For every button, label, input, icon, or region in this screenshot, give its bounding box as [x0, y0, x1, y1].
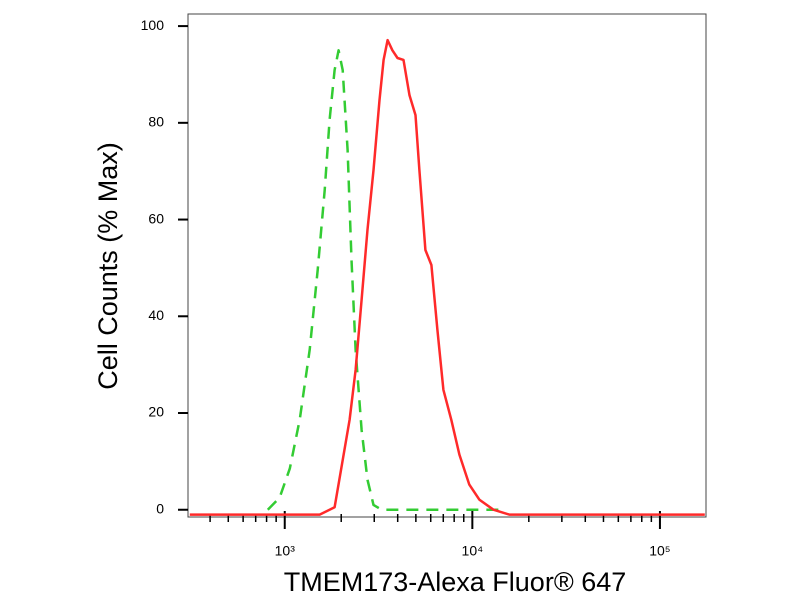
histogram-line [189, 38, 705, 516]
x-tick-label: 10⁴ [462, 543, 484, 559]
x-tick-label: 10³ [275, 543, 296, 559]
histogram-line [266, 49, 500, 511]
x-axis-label: TMEM173-Alexa Fluor® 647 [284, 567, 627, 597]
y-tick-label: 40 [148, 307, 164, 323]
y-tick-label: 60 [148, 210, 164, 226]
y-tick-label: 20 [148, 404, 164, 420]
y-tick-label: 0 [156, 500, 164, 516]
y-tick-label: 100 [141, 17, 165, 33]
y-axis-label: Cell Counts (% Max) [93, 142, 123, 390]
plot-frame [187, 13, 707, 518]
x-tick-label: 10⁵ [649, 543, 670, 559]
y-tick-label: 80 [148, 114, 164, 130]
